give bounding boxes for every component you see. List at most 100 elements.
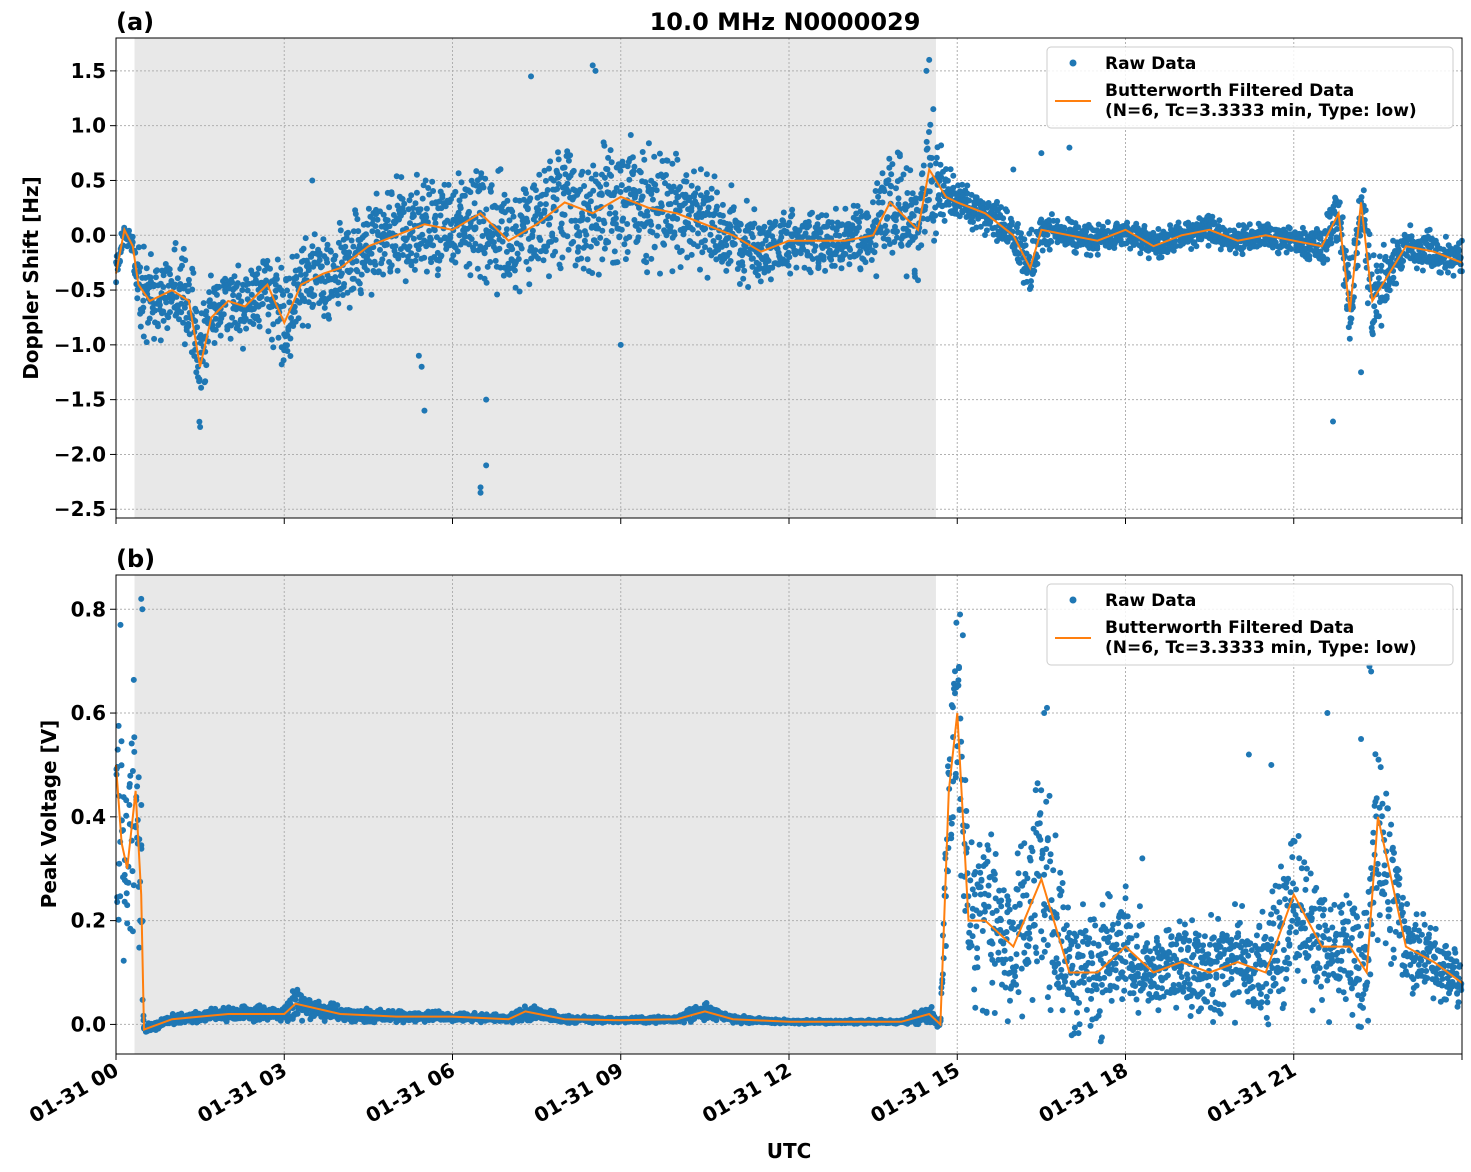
- raw-outlier-point: [589, 62, 596, 69]
- raw-data-point: [483, 206, 490, 213]
- raw-data-point: [467, 272, 474, 279]
- raw-data-point: [126, 227, 132, 234]
- raw-data-point: [211, 340, 218, 346]
- raw-data-point: [278, 264, 285, 271]
- raw-data-point: [536, 171, 543, 178]
- raw-data-point: [579, 168, 586, 175]
- raw-data-point: [617, 189, 624, 195]
- raw-outlier-point: [1066, 144, 1073, 151]
- raw-data-point: [950, 184, 957, 191]
- raw-data-point: [966, 197, 972, 204]
- raw-data-point: [146, 315, 153, 322]
- raw-data-point: [1008, 221, 1015, 228]
- raw-data-point: [651, 244, 658, 251]
- raw-data-point: [673, 150, 679, 157]
- raw-data-point: [714, 189, 720, 196]
- raw-data-point: [299, 322, 306, 329]
- raw-data-point: [561, 164, 568, 171]
- raw-data-point: [348, 237, 355, 244]
- raw-data-point: [741, 267, 748, 274]
- raw-data-point: [344, 289, 351, 296]
- raw-data-point: [1306, 252, 1313, 259]
- raw-data-point: [289, 253, 296, 260]
- raw-data-point: [1026, 253, 1033, 260]
- raw-data-point: [1369, 331, 1376, 338]
- raw-data-point: [546, 165, 552, 172]
- raw-data-point: [492, 257, 499, 264]
- raw-data-point: [293, 253, 300, 260]
- y-tick-label: −2.5: [54, 497, 106, 521]
- raw-data-point: [388, 191, 395, 198]
- raw-data-point: [387, 268, 394, 275]
- raw-data-point: [457, 205, 464, 212]
- raw-data-point: [959, 181, 966, 188]
- raw-data-point: [583, 231, 590, 238]
- raw-data-point: [350, 285, 357, 292]
- raw-data-point: [125, 879, 132, 886]
- raw-data-point: [420, 182, 427, 189]
- raw-data-point: [564, 180, 571, 187]
- raw-data-point: [994, 198, 1000, 205]
- raw-data-point: [622, 256, 629, 263]
- raw-data-point: [542, 177, 549, 184]
- raw-data-point: [872, 188, 879, 194]
- raw-data-point: [504, 197, 511, 204]
- raw-data-point: [212, 326, 219, 333]
- raw-data-point: [1324, 256, 1331, 263]
- raw-data-point: [856, 219, 862, 226]
- raw-data-point: [1339, 214, 1346, 221]
- raw-data-point: [884, 228, 890, 235]
- raw-data-point: [702, 237, 708, 244]
- raw-data-point: [567, 152, 574, 159]
- raw-data-point: [599, 256, 606, 263]
- raw-data-point: [546, 221, 553, 228]
- raw-data-point: [670, 183, 677, 190]
- raw-data-point: [552, 248, 559, 255]
- raw-data-point: [455, 170, 462, 177]
- raw-data-point: [413, 189, 420, 196]
- raw-data-point: [606, 210, 613, 217]
- raw-data-point: [601, 142, 608, 149]
- raw-data-point: [663, 172, 669, 178]
- raw-data-point: [554, 186, 561, 192]
- raw-data-point: [512, 223, 519, 230]
- raw-data-point: [694, 185, 701, 192]
- raw-data-point: [559, 254, 566, 261]
- y-tick-label: 0.5: [71, 168, 106, 192]
- raw-data-point: [881, 243, 888, 250]
- raw-data-point: [1426, 226, 1433, 233]
- raw-data-point: [324, 259, 331, 266]
- y-tick-label: −1.5: [54, 388, 106, 412]
- raw-data-point: [823, 212, 830, 219]
- raw-data-point: [183, 314, 190, 321]
- raw-data-point: [427, 236, 434, 243]
- raw-data-point: [129, 768, 136, 774]
- raw-data-point: [501, 191, 508, 198]
- raw-data-point: [473, 168, 480, 175]
- raw-data-point: [548, 238, 555, 245]
- raw-data-point: [689, 226, 696, 233]
- raw-data-point: [884, 214, 891, 221]
- raw-data-point: [182, 257, 189, 264]
- raw-data-point: [692, 190, 699, 197]
- raw-data-point: [683, 172, 690, 179]
- raw-data-point: [769, 233, 776, 240]
- raw-data-point: [488, 182, 495, 189]
- raw-data-point: [947, 166, 954, 173]
- raw-data-point: [338, 270, 345, 277]
- raw-data-point: [854, 203, 861, 209]
- raw-data-point: [822, 267, 829, 274]
- panel-a-plot: 1.51.00.50.0−0.5−1.0−1.5−2.0−2.5: [54, 37, 1465, 524]
- raw-data-point: [639, 149, 646, 155]
- raw-data-point: [735, 227, 742, 234]
- raw-outlier-point: [415, 352, 422, 359]
- raw-data-point: [688, 207, 695, 214]
- raw-data-point: [140, 333, 147, 340]
- raw-data-point: [1288, 246, 1295, 252]
- raw-data-point: [831, 262, 838, 269]
- raw-data-point: [1034, 253, 1041, 260]
- raw-data-point: [124, 902, 131, 909]
- raw-data-point: [865, 213, 872, 220]
- raw-data-point: [558, 220, 565, 227]
